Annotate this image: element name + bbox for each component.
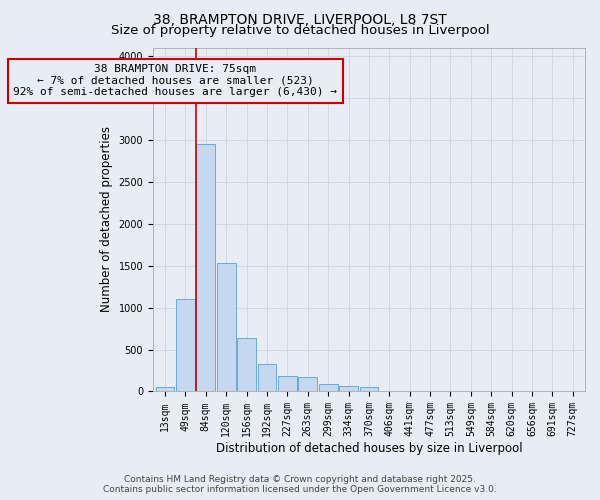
Bar (319, 384, 338, 392)
Text: 38 BRAMPTON DRIVE: 75sqm
← 7% of detached houses are smaller (523)
92% of semi-d: 38 BRAMPTON DRIVE: 75sqm ← 7% of detache… (13, 64, 337, 98)
Bar (237, 338, 256, 392)
Text: Size of property relative to detached houses in Liverpool: Size of property relative to detached ho… (110, 24, 490, 37)
Y-axis label: Number of detached properties: Number of detached properties (100, 126, 113, 312)
Bar (217, 263, 236, 392)
Bar (257, 364, 277, 392)
Text: 38, BRAMPTON DRIVE, LIVERPOOL, L8 7ST: 38, BRAMPTON DRIVE, LIVERPOOL, L8 7ST (153, 12, 447, 26)
Bar (278, 376, 297, 392)
Bar (298, 377, 317, 392)
Bar (176, 299, 195, 392)
Bar (196, 144, 215, 392)
Bar (156, 388, 175, 392)
Bar (359, 388, 379, 392)
Bar (380, 390, 398, 392)
Text: Contains HM Land Registry data © Crown copyright and database right 2025.
Contai: Contains HM Land Registry data © Crown c… (103, 474, 497, 494)
Bar (339, 386, 358, 392)
X-axis label: Distribution of detached houses by size in Liverpool: Distribution of detached houses by size … (215, 442, 522, 455)
